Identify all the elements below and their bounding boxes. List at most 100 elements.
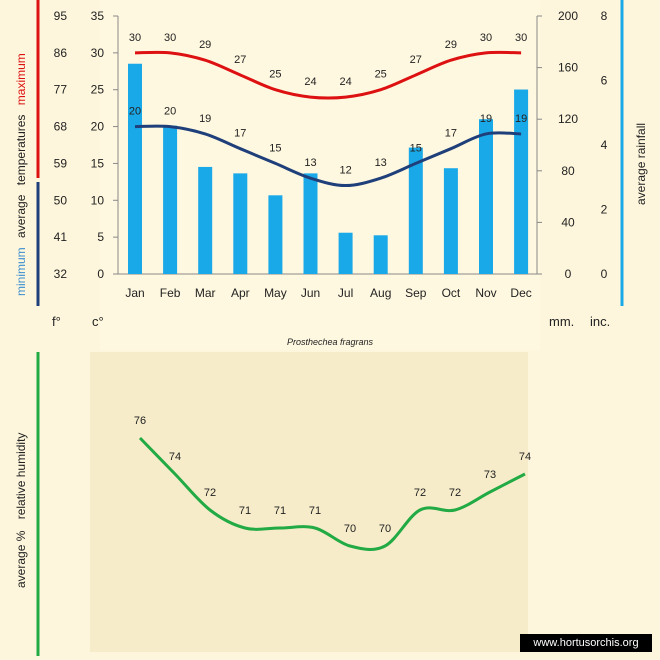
month-label: Sep: [405, 286, 427, 300]
humidity-data-label: 72: [414, 487, 426, 499]
humidity-data-label: 70: [379, 523, 391, 535]
humidity-line: [138, 436, 526, 551]
humidity-axis-title-right: relative humidity: [14, 433, 28, 520]
month-label: Aug: [370, 286, 391, 300]
rainfall-bar: [443, 168, 458, 274]
minimum-data-label: 17: [234, 128, 246, 140]
celsius-tick-label: 25: [91, 83, 105, 97]
humidity-data-label: 76: [134, 415, 146, 427]
inch-tick-label: 6: [601, 74, 608, 88]
humidity-data-label: 71: [274, 505, 286, 517]
watermark: www.hortusorchis.org: [520, 634, 652, 652]
minimum-data-label: 15: [410, 142, 422, 154]
rainfall-bar: [338, 232, 353, 274]
mm-tick-label: 160: [558, 61, 578, 75]
temperatures-label: temperatures: [14, 115, 28, 186]
celsius-tick-label: 15: [91, 156, 105, 170]
rainfall-bar: [303, 173, 318, 274]
month-label: Apr: [231, 286, 250, 300]
month-label: Jan: [125, 286, 144, 300]
fahrenheit-tick-label: 95: [54, 9, 68, 23]
inch-tick-label: 8: [601, 9, 608, 23]
month-label: May: [264, 286, 287, 300]
rainfall-bar: [268, 195, 283, 274]
maximum-data-label: 30: [480, 32, 492, 44]
rainfall-bar: [373, 235, 388, 274]
maximum-data-label: 27: [410, 54, 422, 66]
celsius-tick-label: 20: [91, 120, 105, 134]
humidity-axis-title: average % relative humidity: [14, 433, 28, 588]
inches-unit: inc.: [590, 314, 610, 329]
mm-unit: mm.: [549, 314, 574, 329]
rainfall-bar: [514, 89, 529, 274]
fahrenheit-tick-label: 86: [54, 46, 68, 60]
minimum-data-label: 19: [480, 113, 492, 125]
minimum-data-label: 12: [339, 165, 351, 177]
minimum-temperature-line: [134, 124, 522, 188]
rainfall-bar: [198, 166, 213, 274]
humidity-data-label: 71: [309, 505, 321, 517]
fahrenheit-tick-label: 32: [54, 267, 68, 281]
maximum-data-label: 25: [375, 69, 387, 81]
inch-tick-label: 4: [601, 138, 608, 152]
minimum-label: minimum: [14, 247, 28, 296]
humidity-axis-title-left: average %: [14, 530, 28, 588]
mm-tick-label: 120: [558, 112, 578, 126]
celsius-tick-label: 30: [91, 46, 105, 60]
month-label: Mar: [195, 286, 216, 300]
maximum-label: maximum: [14, 53, 28, 105]
maximum-data-label: 30: [129, 32, 141, 44]
rainfall-bar: [128, 63, 142, 275]
maximum-data-label: 30: [515, 32, 527, 44]
humidity-data-label: 72: [204, 487, 216, 499]
mm-tick-label: 40: [561, 215, 575, 229]
humidity-data-label: 74: [169, 451, 181, 463]
minimum-data-label: 17: [445, 128, 457, 140]
celsius-tick-label: 35: [91, 9, 105, 23]
humidity-data-label: 71: [239, 505, 251, 517]
maximum-data-label: 30: [164, 32, 176, 44]
humidity-data-label: 70: [344, 523, 356, 535]
mm-tick-label: 200: [558, 9, 578, 23]
fahrenheit-tick-label: 41: [54, 230, 68, 244]
maximum-data-label: 24: [339, 76, 351, 88]
minimum-data-label: 20: [129, 106, 141, 118]
month-label: Oct: [442, 286, 461, 300]
mm-tick-label: 0: [565, 267, 572, 281]
humidity-data-label: 72: [449, 487, 461, 499]
minimum-data-label: 13: [304, 157, 316, 169]
month-label: Nov: [475, 286, 496, 300]
inch-tick-label: 0: [601, 267, 608, 281]
month-label: Dec: [510, 286, 531, 300]
fahrenheit-tick-label: 68: [54, 120, 68, 134]
minimum-data-label: 19: [199, 113, 211, 125]
minimum-data-label: 19: [515, 113, 527, 125]
celsius-unit: c°: [92, 314, 104, 329]
humidity-data-label: 73: [484, 469, 496, 481]
minimum-data-label: 20: [164, 106, 176, 118]
fahrenheit-tick-label: 50: [54, 193, 68, 207]
fahrenheit-unit: f°: [52, 314, 61, 329]
rainfall-bar: [233, 173, 248, 274]
month-label: Feb: [160, 286, 181, 300]
rainfall-bar: [163, 125, 178, 275]
maximum-data-label: 29: [445, 39, 457, 51]
month-label: Jun: [301, 286, 320, 300]
maximum-data-label: 24: [304, 76, 316, 88]
month-label: Jul: [338, 286, 353, 300]
rainfall-axis-title: average rainfall: [634, 123, 648, 205]
humidity-panel: [90, 352, 528, 652]
species-caption: Prosthechea fragrans: [287, 337, 374, 347]
maximum-temperature-line: [134, 50, 522, 100]
fahrenheit-tick-label: 77: [54, 83, 68, 97]
celsius-tick-label: 0: [97, 267, 104, 281]
celsius-tick-label: 10: [91, 193, 105, 207]
maximum-data-label: 25: [269, 69, 281, 81]
minimum-data-label: 15: [269, 142, 281, 154]
humidity-data-label: 74: [519, 451, 531, 463]
average-label: average: [14, 194, 28, 238]
celsius-tick-label: 5: [97, 230, 104, 244]
temperature-axis-title: minimum average temperatures maximum: [14, 53, 28, 296]
fahrenheit-tick-label: 59: [54, 156, 68, 170]
